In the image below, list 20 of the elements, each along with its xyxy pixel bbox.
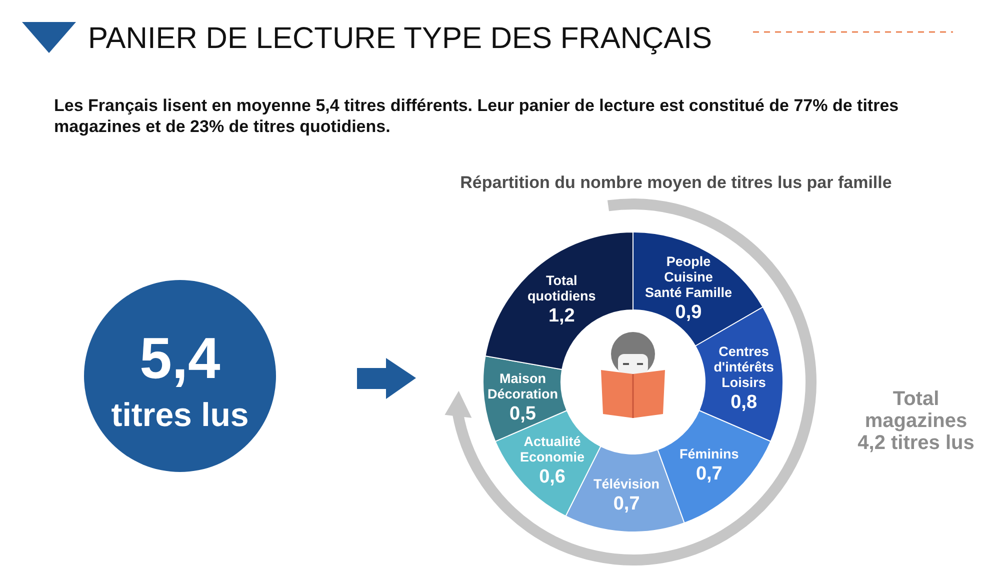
- data-label: 0,7: [613, 494, 640, 515]
- text: 5,4: [140, 326, 220, 391]
- data-label: 0,9: [675, 302, 702, 324]
- data-label: 0,6: [539, 466, 566, 488]
- slice-label: Total quotidiens: [528, 273, 596, 304]
- slice-label: Télévision: [594, 476, 660, 492]
- chart-subtitle: Les Français lisent en moyenne 5,4 titres différents. Leur panier de lecture est constitué de 77% de titres magazines et de 23% de titres quotidiens.: [54, 96, 899, 136]
- data-label: 0,8: [730, 392, 758, 413]
- slice-label: Actualité Economie: [520, 434, 586, 465]
- slice-label: Centres d'intérêts Loisirs: [714, 344, 774, 390]
- slice-label: Maison Décoration: [487, 370, 558, 402]
- text: titres lus: [111, 396, 249, 433]
- data-label: 0,7: [696, 464, 722, 485]
- text: Répartition du nombre moyen de titres lus par famille: [460, 173, 892, 192]
- text: Total magazines 4,2 titres lus: [858, 388, 974, 454]
- data-label: 0,5: [510, 403, 536, 424]
- slice-label: Féminins: [680, 446, 739, 462]
- data-label: 1,2: [548, 305, 575, 326]
- slice-label: People Cuisine Santé Famille: [644, 254, 732, 300]
- chart-title: PANIER DE LECTURE TYPE DES FRANÇAIS: [88, 22, 712, 55]
